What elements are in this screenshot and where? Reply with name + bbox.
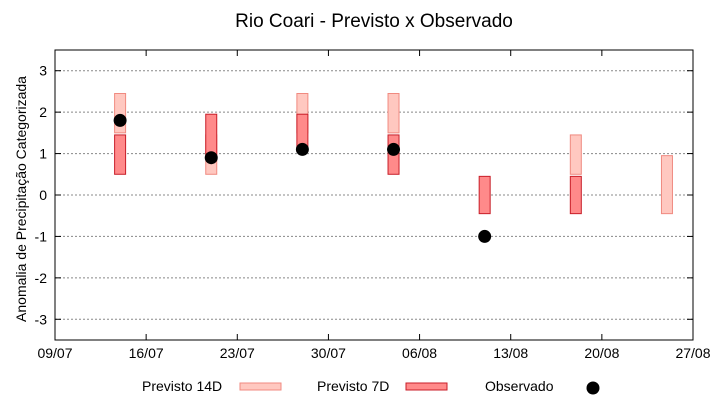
legend-swatch	[239, 382, 282, 391]
grid-layer	[55, 70, 693, 320]
legend-marker	[586, 381, 600, 395]
range-bar-previsto-14d	[660, 155, 673, 215]
ticks-layer: 3 2 1 0 -1 -2 -3 09/07 16/07 23/07 30/07 06/08 13/08…	[35, 50, 711, 361]
points-layer	[113, 113, 492, 243]
x-tick-label: 16/07	[129, 345, 164, 361]
chart-title: Rio Coari - Previsto x Observado	[235, 11, 513, 32]
y-tick-label: -2	[35, 270, 48, 286]
y-tick-label: 0	[39, 187, 47, 203]
legend: Previsto 14D Previsto 7D Observado	[142, 378, 600, 395]
observed-point	[204, 151, 218, 165]
range-bar-previsto-7d	[114, 134, 127, 175]
legend-label: Observado	[485, 378, 554, 394]
legend-label: Previsto 7D	[317, 378, 389, 394]
x-tick-label: 13/08	[493, 345, 528, 361]
range-bar-previsto-14d	[387, 93, 400, 134]
observed-point	[295, 142, 309, 156]
x-tick-label: 27/08	[675, 345, 710, 361]
y-tick-label: 3	[39, 63, 47, 79]
range-bar-previsto-14d	[569, 134, 582, 175]
y-tick-label: 2	[39, 104, 47, 120]
legend-label: Previsto 14D	[142, 378, 222, 394]
x-tick-label: 09/07	[37, 345, 72, 361]
range-bar-previsto-7d	[478, 175, 491, 215]
x-tick-label: 30/07	[311, 345, 346, 361]
observed-point	[113, 113, 127, 127]
observed-point	[387, 142, 401, 156]
observed-point	[478, 229, 492, 243]
x-tick-label: 23/07	[220, 345, 255, 361]
legend-swatch	[405, 382, 448, 391]
x-tick-label: 06/08	[402, 345, 437, 361]
y-tick-label: 1	[39, 146, 47, 162]
range-bar-previsto-7d	[205, 113, 218, 159]
y-axis-label: Anomalia de Precipitação Categorizada	[13, 76, 29, 322]
y-tick-label: -1	[35, 228, 48, 244]
plot-frame	[54, 49, 694, 341]
y-tick-label: -3	[35, 311, 48, 327]
range-bar-previsto-7d	[569, 175, 582, 215]
x-tick-label: 20/08	[584, 345, 619, 361]
range-bar-previsto-14d	[114, 93, 127, 134]
